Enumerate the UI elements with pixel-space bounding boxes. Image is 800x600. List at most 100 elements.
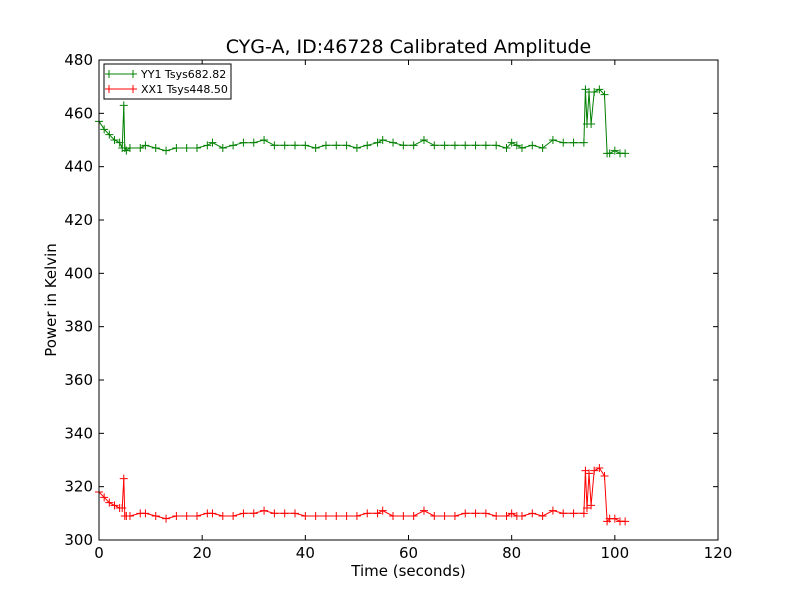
series-0-point-37 xyxy=(399,141,408,150)
series-1-point-51 xyxy=(528,509,537,518)
series-1-point-30 xyxy=(332,512,341,520)
series-1-point-11 xyxy=(141,509,150,518)
y-tick-label-5: 400 xyxy=(64,264,93,282)
y-tick-label-0: 300 xyxy=(64,531,93,549)
x-tick-label-6: 120 xyxy=(704,544,733,562)
series-0-point-52 xyxy=(538,144,547,152)
y-axis-label: Power in Kelvin xyxy=(42,243,60,357)
series-0-point-38 xyxy=(409,141,418,150)
series-0-point-40 xyxy=(430,141,439,150)
series-0-point-62 xyxy=(595,85,604,94)
series-1-point-56 xyxy=(579,509,588,518)
series-1-point-24 xyxy=(270,509,279,518)
series-0-point-26 xyxy=(291,141,300,150)
x-tick-label-0: 0 xyxy=(94,544,104,562)
series-1-point-1 xyxy=(100,493,109,502)
legend-label-yy1: YY1 Tsys682.82 xyxy=(140,68,226,81)
series-1-point-35 xyxy=(378,506,387,515)
series-1-point-44 xyxy=(471,509,480,518)
series-0-point-14 xyxy=(172,144,181,152)
series-0-point-22 xyxy=(249,138,258,147)
series-1-point-20 xyxy=(229,512,238,520)
series-1-point-18 xyxy=(208,509,217,518)
series-0-point-2 xyxy=(105,130,114,139)
series-0-point-49 xyxy=(512,141,521,150)
series-1-point-5 xyxy=(118,504,127,512)
x-tick-label-5: 100 xyxy=(601,544,630,562)
y-tick-label-7: 440 xyxy=(64,158,93,176)
series-1-point-63 xyxy=(600,472,609,480)
series-1-point-13 xyxy=(162,514,171,523)
series-1-point-45 xyxy=(481,509,490,518)
series-1-point-55 xyxy=(569,509,578,518)
series-1-point-32 xyxy=(352,512,361,520)
series-0-point-31 xyxy=(342,141,351,150)
series-0-point-15 xyxy=(182,144,191,152)
series-0-point-17 xyxy=(203,141,212,150)
series-1-point-68 xyxy=(621,517,630,526)
series-1-point-31 xyxy=(342,512,351,520)
legend-box xyxy=(103,63,232,100)
series-0-point-48 xyxy=(507,138,516,147)
series-1-point-39 xyxy=(419,506,428,515)
series-0-point-35 xyxy=(378,136,387,144)
series-0-point-55 xyxy=(569,138,578,147)
legend-label-xx1: XX1 Tsys448.50 xyxy=(141,83,228,96)
series-1-point-3 xyxy=(110,501,119,510)
series-1-point-60 xyxy=(587,501,596,510)
series-0-point-30 xyxy=(332,141,341,150)
series-0-point-18 xyxy=(208,138,217,147)
series-1-point-6 xyxy=(119,474,128,483)
series-1-point-15 xyxy=(182,512,191,520)
series-0-point-50 xyxy=(517,144,526,152)
series-0-point-19 xyxy=(218,144,227,152)
series-1-point-25 xyxy=(280,509,289,518)
series-1-point-47 xyxy=(502,512,511,520)
legend-marker-xx1 xyxy=(105,85,137,93)
series-1-point-62 xyxy=(595,464,604,472)
series-1-point-36 xyxy=(389,512,398,520)
series-1-point-38 xyxy=(409,512,418,520)
series-1-point-40 xyxy=(430,512,439,520)
series-1-point-21 xyxy=(239,509,248,518)
series-1-point-53 xyxy=(548,506,557,515)
series-1-point-58 xyxy=(582,504,591,512)
series-1-point-2 xyxy=(105,498,114,507)
series-0-point-45 xyxy=(481,141,490,150)
legend-marker-yy1 xyxy=(105,70,137,78)
x-tick-label-4: 80 xyxy=(502,544,521,562)
series-1-point-59 xyxy=(585,469,594,478)
series-layer xyxy=(95,85,630,526)
series-0-point-23 xyxy=(260,136,269,144)
series-1-point-16 xyxy=(193,512,202,520)
series-0-point-63 xyxy=(600,90,609,99)
series-0-point-36 xyxy=(389,138,398,147)
x-axis-label: Time (seconds) xyxy=(350,562,466,580)
tick-layer: 0 20 40 60 80 100 120 300 320 340 360 380 400 420 440 4… xyxy=(64,51,732,562)
series-0-point-66 xyxy=(610,146,619,155)
series-0-point-12 xyxy=(151,144,160,152)
series-0-point-6 xyxy=(119,101,128,110)
x-tick-label-3: 60 xyxy=(399,544,418,562)
series-1-point-48 xyxy=(507,509,516,518)
y-tick-label-8: 460 xyxy=(64,104,93,122)
series-0-point-1 xyxy=(100,125,109,134)
series-0-point-39 xyxy=(419,136,428,144)
x-tick-label-2: 40 xyxy=(296,544,315,562)
y-tick-label-3: 360 xyxy=(64,371,93,389)
series-0-point-51 xyxy=(528,141,537,150)
series-1-point-22 xyxy=(249,509,258,518)
series-0-point-24 xyxy=(270,141,279,150)
series-0-point-68 xyxy=(621,149,630,158)
series-0-point-56 xyxy=(579,138,588,147)
series-1-point-29 xyxy=(321,512,330,520)
series-0-point-27 xyxy=(301,141,310,150)
plot-area xyxy=(99,60,718,540)
series-0-point-10 xyxy=(136,144,145,152)
series-0-point-41 xyxy=(440,141,449,150)
series-1-point-27 xyxy=(301,512,310,520)
series-0-point-4 xyxy=(115,138,124,147)
plot-frame xyxy=(98,59,719,541)
series-1-point-23 xyxy=(260,506,269,515)
